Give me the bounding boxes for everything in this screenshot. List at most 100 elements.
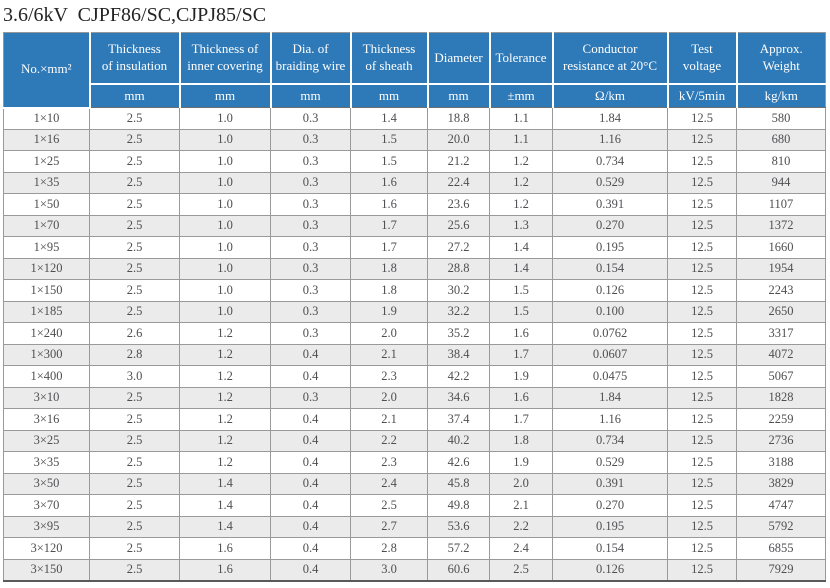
row-size-cell: 1×70 — [3, 214, 90, 237]
value-cell-insulation: 2.5 — [89, 128, 180, 151]
row-size-cell: 1×25 — [3, 150, 90, 173]
value-cell-tolerance: 2.1 — [489, 494, 553, 517]
value-cell-weight: 2736 — [736, 429, 826, 452]
value-cell-resistance: 0.270 — [552, 214, 668, 237]
value-cell-test_voltage: 12.5 — [667, 279, 737, 302]
value-cell-insulation: 3.0 — [89, 365, 180, 388]
value-cell-inner_covering: 1.2 — [179, 343, 271, 366]
value-cell-braiding_wire: 0.4 — [270, 558, 351, 581]
value-cell-braiding_wire: 0.3 — [270, 171, 351, 194]
row-size-cell: 1×10 — [3, 107, 90, 130]
value-cell-diameter: 34.6 — [427, 386, 490, 409]
page-title: 3.6/6kV CJPF86/SC,CJPJ85/SC — [3, 4, 267, 26]
value-cell-sheath: 2.2 — [350, 429, 428, 452]
value-cell-resistance: 1.16 — [552, 408, 668, 431]
value-cell-inner_covering: 1.0 — [179, 128, 271, 151]
value-cell-insulation: 2.8 — [89, 343, 180, 366]
row-size-cell: 3×70 — [3, 494, 90, 517]
value-cell-resistance: 0.195 — [552, 515, 668, 538]
value-cell-tolerance: 2.4 — [489, 537, 553, 560]
value-cell-braiding_wire: 0.4 — [270, 537, 351, 560]
value-cell-diameter: 60.6 — [427, 558, 490, 581]
value-cell-inner_covering: 1.0 — [179, 300, 271, 323]
value-cell-test_voltage: 12.5 — [667, 408, 737, 431]
header-cell-diameter: Diameter — [427, 32, 491, 85]
value-cell-inner_covering: 1.2 — [179, 408, 271, 431]
value-cell-diameter: 57.2 — [427, 537, 490, 560]
row-size-cell: 1×240 — [3, 322, 90, 345]
value-cell-diameter: 23.6 — [427, 193, 490, 216]
value-cell-test_voltage: 12.5 — [667, 515, 737, 538]
table-row: 1×150 2.5 1.0 0.3 1.8 30.2 1.5 0.126 12.5 2243 — [3, 279, 826, 302]
value-cell-resistance: 1.84 — [552, 386, 668, 409]
value-cell-weight: 6855 — [736, 537, 826, 560]
value-cell-braiding_wire: 0.4 — [270, 451, 351, 474]
value-cell-inner_covering: 1.0 — [179, 107, 271, 130]
value-cell-braiding_wire: 0.4 — [270, 343, 351, 366]
value-cell-test_voltage: 12.5 — [667, 300, 737, 323]
value-cell-weight: 2243 — [736, 279, 826, 302]
header-cell-tolerance: Tolerance — [489, 32, 554, 85]
table-row: 3×120 2.5 1.6 0.4 2.8 57.2 2.4 0.154 12.5 6855 — [3, 537, 826, 560]
value-cell-sheath: 2.1 — [350, 343, 428, 366]
value-cell-tolerance: 1.4 — [489, 236, 553, 259]
row-size-cell: 1×300 — [3, 343, 90, 366]
value-cell-tolerance: 1.9 — [489, 365, 553, 388]
value-cell-resistance: 0.391 — [552, 193, 668, 216]
value-cell-weight: 7929 — [736, 558, 826, 581]
value-cell-inner_covering: 1.2 — [179, 386, 271, 409]
value-cell-sheath: 1.8 — [350, 279, 428, 302]
table-row: 3×35 2.5 1.2 0.4 2.3 42.6 1.9 0.529 12.5 3188 — [3, 451, 826, 474]
value-cell-braiding_wire: 0.4 — [270, 429, 351, 452]
value-cell-insulation: 2.5 — [89, 472, 180, 495]
header-cell-size: No.×mm² — [3, 32, 91, 109]
table-row: 3×150 2.5 1.6 0.4 3.0 60.6 2.5 0.126 12.5 7929 — [3, 558, 826, 581]
unit-cell-resistance: Ω/km — [552, 84, 669, 108]
value-cell-inner_covering: 1.0 — [179, 150, 271, 173]
value-cell-resistance: 0.529 — [552, 451, 668, 474]
row-size-cell: 3×35 — [3, 451, 90, 474]
value-cell-resistance: 0.154 — [552, 257, 668, 280]
table-row: 1×185 2.5 1.0 0.3 1.9 32.2 1.5 0.100 12.5 2650 — [3, 300, 826, 323]
value-cell-insulation: 2.5 — [89, 494, 180, 517]
value-cell-inner_covering: 1.6 — [179, 537, 271, 560]
value-cell-tolerance: 1.8 — [489, 429, 553, 452]
value-cell-inner_covering: 1.2 — [179, 451, 271, 474]
value-cell-sheath: 1.6 — [350, 193, 428, 216]
value-cell-diameter: 38.4 — [427, 343, 490, 366]
value-cell-weight: 4072 — [736, 343, 826, 366]
value-cell-insulation: 2.5 — [89, 537, 180, 560]
value-cell-diameter: 42.2 — [427, 365, 490, 388]
value-cell-braiding_wire: 0.4 — [270, 472, 351, 495]
value-cell-resistance: 1.16 — [552, 128, 668, 151]
value-cell-tolerance: 1.7 — [489, 408, 553, 431]
table-row: 3×95 2.5 1.4 0.4 2.7 53.6 2.2 0.195 12.5 5792 — [3, 515, 826, 538]
header-cell-inner_covering: Thickness of inner covering — [179, 32, 272, 85]
value-cell-insulation: 2.5 — [89, 107, 180, 130]
table-row: 3×10 2.5 1.2 0.3 2.0 34.6 1.6 1.84 12.5 1828 — [3, 386, 826, 409]
value-cell-diameter: 25.6 — [427, 214, 490, 237]
value-cell-weight: 3829 — [736, 472, 826, 495]
value-cell-resistance: 0.0475 — [552, 365, 668, 388]
value-cell-sheath: 2.0 — [350, 322, 428, 345]
value-cell-test_voltage: 12.5 — [667, 558, 737, 581]
row-size-cell: 1×16 — [3, 128, 90, 151]
value-cell-insulation: 2.5 — [89, 386, 180, 409]
unit-cell-diameter: mm — [427, 84, 491, 108]
value-cell-insulation: 2.5 — [89, 558, 180, 581]
value-cell-braiding_wire: 0.3 — [270, 300, 351, 323]
value-cell-test_voltage: 12.5 — [667, 386, 737, 409]
value-cell-diameter: 40.2 — [427, 429, 490, 452]
value-cell-resistance: 0.195 — [552, 236, 668, 259]
value-cell-insulation: 2.5 — [89, 171, 180, 194]
value-cell-weight: 3317 — [736, 322, 826, 345]
value-cell-sheath: 1.5 — [350, 128, 428, 151]
value-cell-insulation: 2.5 — [89, 236, 180, 259]
value-cell-inner_covering: 1.0 — [179, 193, 271, 216]
value-cell-diameter: 42.6 — [427, 451, 490, 474]
row-size-cell: 1×185 — [3, 300, 90, 323]
row-size-cell: 3×16 — [3, 408, 90, 431]
value-cell-sheath: 2.3 — [350, 365, 428, 388]
value-cell-sheath: 1.6 — [350, 171, 428, 194]
